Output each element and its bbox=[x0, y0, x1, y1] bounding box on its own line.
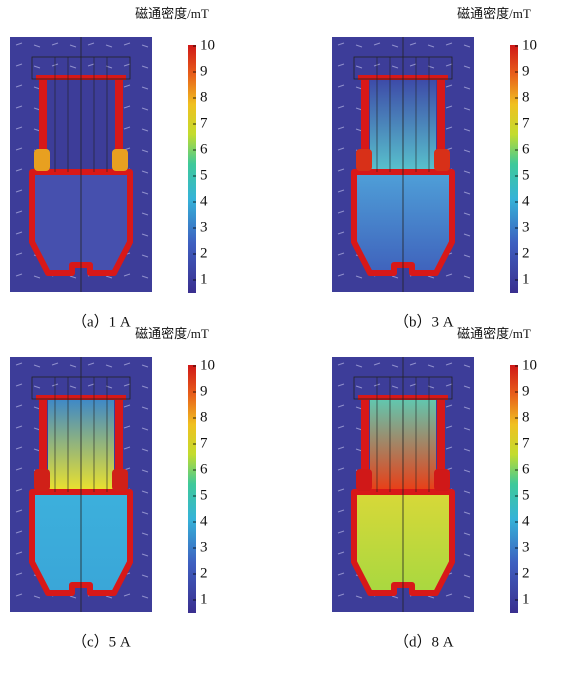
right-bulge bbox=[112, 469, 128, 491]
colorbar-title: 磁通密度/mT bbox=[457, 6, 531, 21]
colorbar-tick-label: 3 bbox=[522, 539, 530, 555]
colorbar-tick-label: 5 bbox=[522, 167, 530, 183]
colorbar-tick-label: 10 bbox=[522, 37, 537, 53]
colorbar-tick-label: 9 bbox=[522, 383, 530, 399]
colorbar-tick-label: 8 bbox=[522, 89, 530, 105]
colorbar bbox=[510, 45, 518, 293]
colorbar bbox=[510, 365, 518, 613]
colorbar-tick-label: 4 bbox=[522, 513, 530, 529]
left-bulge bbox=[356, 149, 372, 171]
field-plot bbox=[332, 37, 474, 292]
colorbar-tick-label: 4 bbox=[200, 513, 208, 529]
panel: 磁通密度/mT 1 2 3 4 5 6 7 8 9 10 （c）5 A bbox=[10, 326, 215, 650]
colorbar-tick-label: 6 bbox=[522, 141, 530, 157]
colorbar-tick-label: 2 bbox=[200, 245, 208, 261]
right-bulge bbox=[434, 469, 450, 491]
colorbar-tick-label: 4 bbox=[200, 193, 208, 209]
colorbar-tick-label: 2 bbox=[522, 245, 530, 261]
caption: （a）1 A bbox=[72, 313, 131, 330]
colorbar-tick-label: 6 bbox=[200, 461, 208, 477]
colorbar-tick-label: 5 bbox=[200, 487, 208, 503]
left-bulge bbox=[34, 149, 50, 171]
right-bulge bbox=[434, 149, 450, 171]
colorbar-tick-label: 7 bbox=[522, 435, 530, 451]
colorbar-tick-label: 1 bbox=[522, 591, 530, 607]
right-bulge bbox=[112, 149, 128, 171]
left-bulge bbox=[356, 469, 372, 491]
panel: 磁通密度/mT 1 2 3 4 5 6 7 8 9 10 （d）8 A bbox=[332, 326, 537, 650]
colorbar-tick-label: 3 bbox=[200, 539, 208, 555]
colorbar-tick-label: 7 bbox=[200, 435, 208, 451]
colorbar-tick-label: 6 bbox=[522, 461, 530, 477]
colorbar-tick-label: 6 bbox=[200, 141, 208, 157]
colorbar-tick-label: 4 bbox=[522, 193, 530, 209]
colorbar-tick-label: 1 bbox=[522, 271, 530, 287]
colorbar-tick-label: 8 bbox=[522, 409, 530, 425]
colorbar-tick-label: 1 bbox=[200, 271, 208, 287]
colorbar-tick-label: 10 bbox=[200, 37, 215, 53]
colorbar-tick-label: 9 bbox=[522, 63, 530, 79]
left-bulge bbox=[34, 469, 50, 491]
colorbar-tick-label: 10 bbox=[522, 357, 537, 373]
field-plot bbox=[332, 357, 474, 612]
colorbar-title: 磁通密度/mT bbox=[135, 326, 209, 341]
colorbar-tick-label: 2 bbox=[522, 565, 530, 581]
colorbar-tick-label: 1 bbox=[200, 591, 208, 607]
panel: 磁通密度/mT 1 2 3 4 5 6 7 8 9 10 （a）1 A bbox=[10, 6, 215, 330]
field-plot bbox=[10, 357, 152, 612]
field-plot bbox=[10, 37, 152, 292]
colorbar-tick-label: 3 bbox=[200, 219, 208, 235]
colorbar-tick-label: 9 bbox=[200, 63, 208, 79]
colorbar bbox=[188, 365, 196, 613]
panel: 磁通密度/mT 1 2 3 4 5 6 7 8 9 10 （b）3 A bbox=[332, 6, 537, 330]
colorbar-tick-label: 9 bbox=[200, 383, 208, 399]
colorbar-tick-label: 10 bbox=[200, 357, 215, 373]
colorbar-tick-label: 8 bbox=[200, 409, 208, 425]
colorbar-title: 磁通密度/mT bbox=[135, 6, 209, 21]
colorbar-tick-label: 7 bbox=[522, 115, 530, 131]
colorbar-tick-label: 5 bbox=[200, 167, 208, 183]
colorbar-tick-label: 7 bbox=[200, 115, 208, 131]
caption: （c）5 A bbox=[72, 633, 131, 650]
caption: （d）8 A bbox=[394, 633, 454, 650]
colorbar-title: 磁通密度/mT bbox=[457, 326, 531, 341]
caption: （b）3 A bbox=[394, 313, 454, 330]
colorbar-tick-label: 8 bbox=[200, 89, 208, 105]
colorbar-tick-label: 5 bbox=[522, 487, 530, 503]
colorbar-tick-label: 3 bbox=[522, 219, 530, 235]
figure: 磁通密度/mT 1 2 3 4 5 6 7 8 9 10 （a）1 A 磁通密度/mT 1 2 3 4 5 6 7 8 9… bbox=[0, 0, 563, 680]
colorbar-tick-label: 2 bbox=[200, 565, 208, 581]
colorbar bbox=[188, 45, 196, 293]
